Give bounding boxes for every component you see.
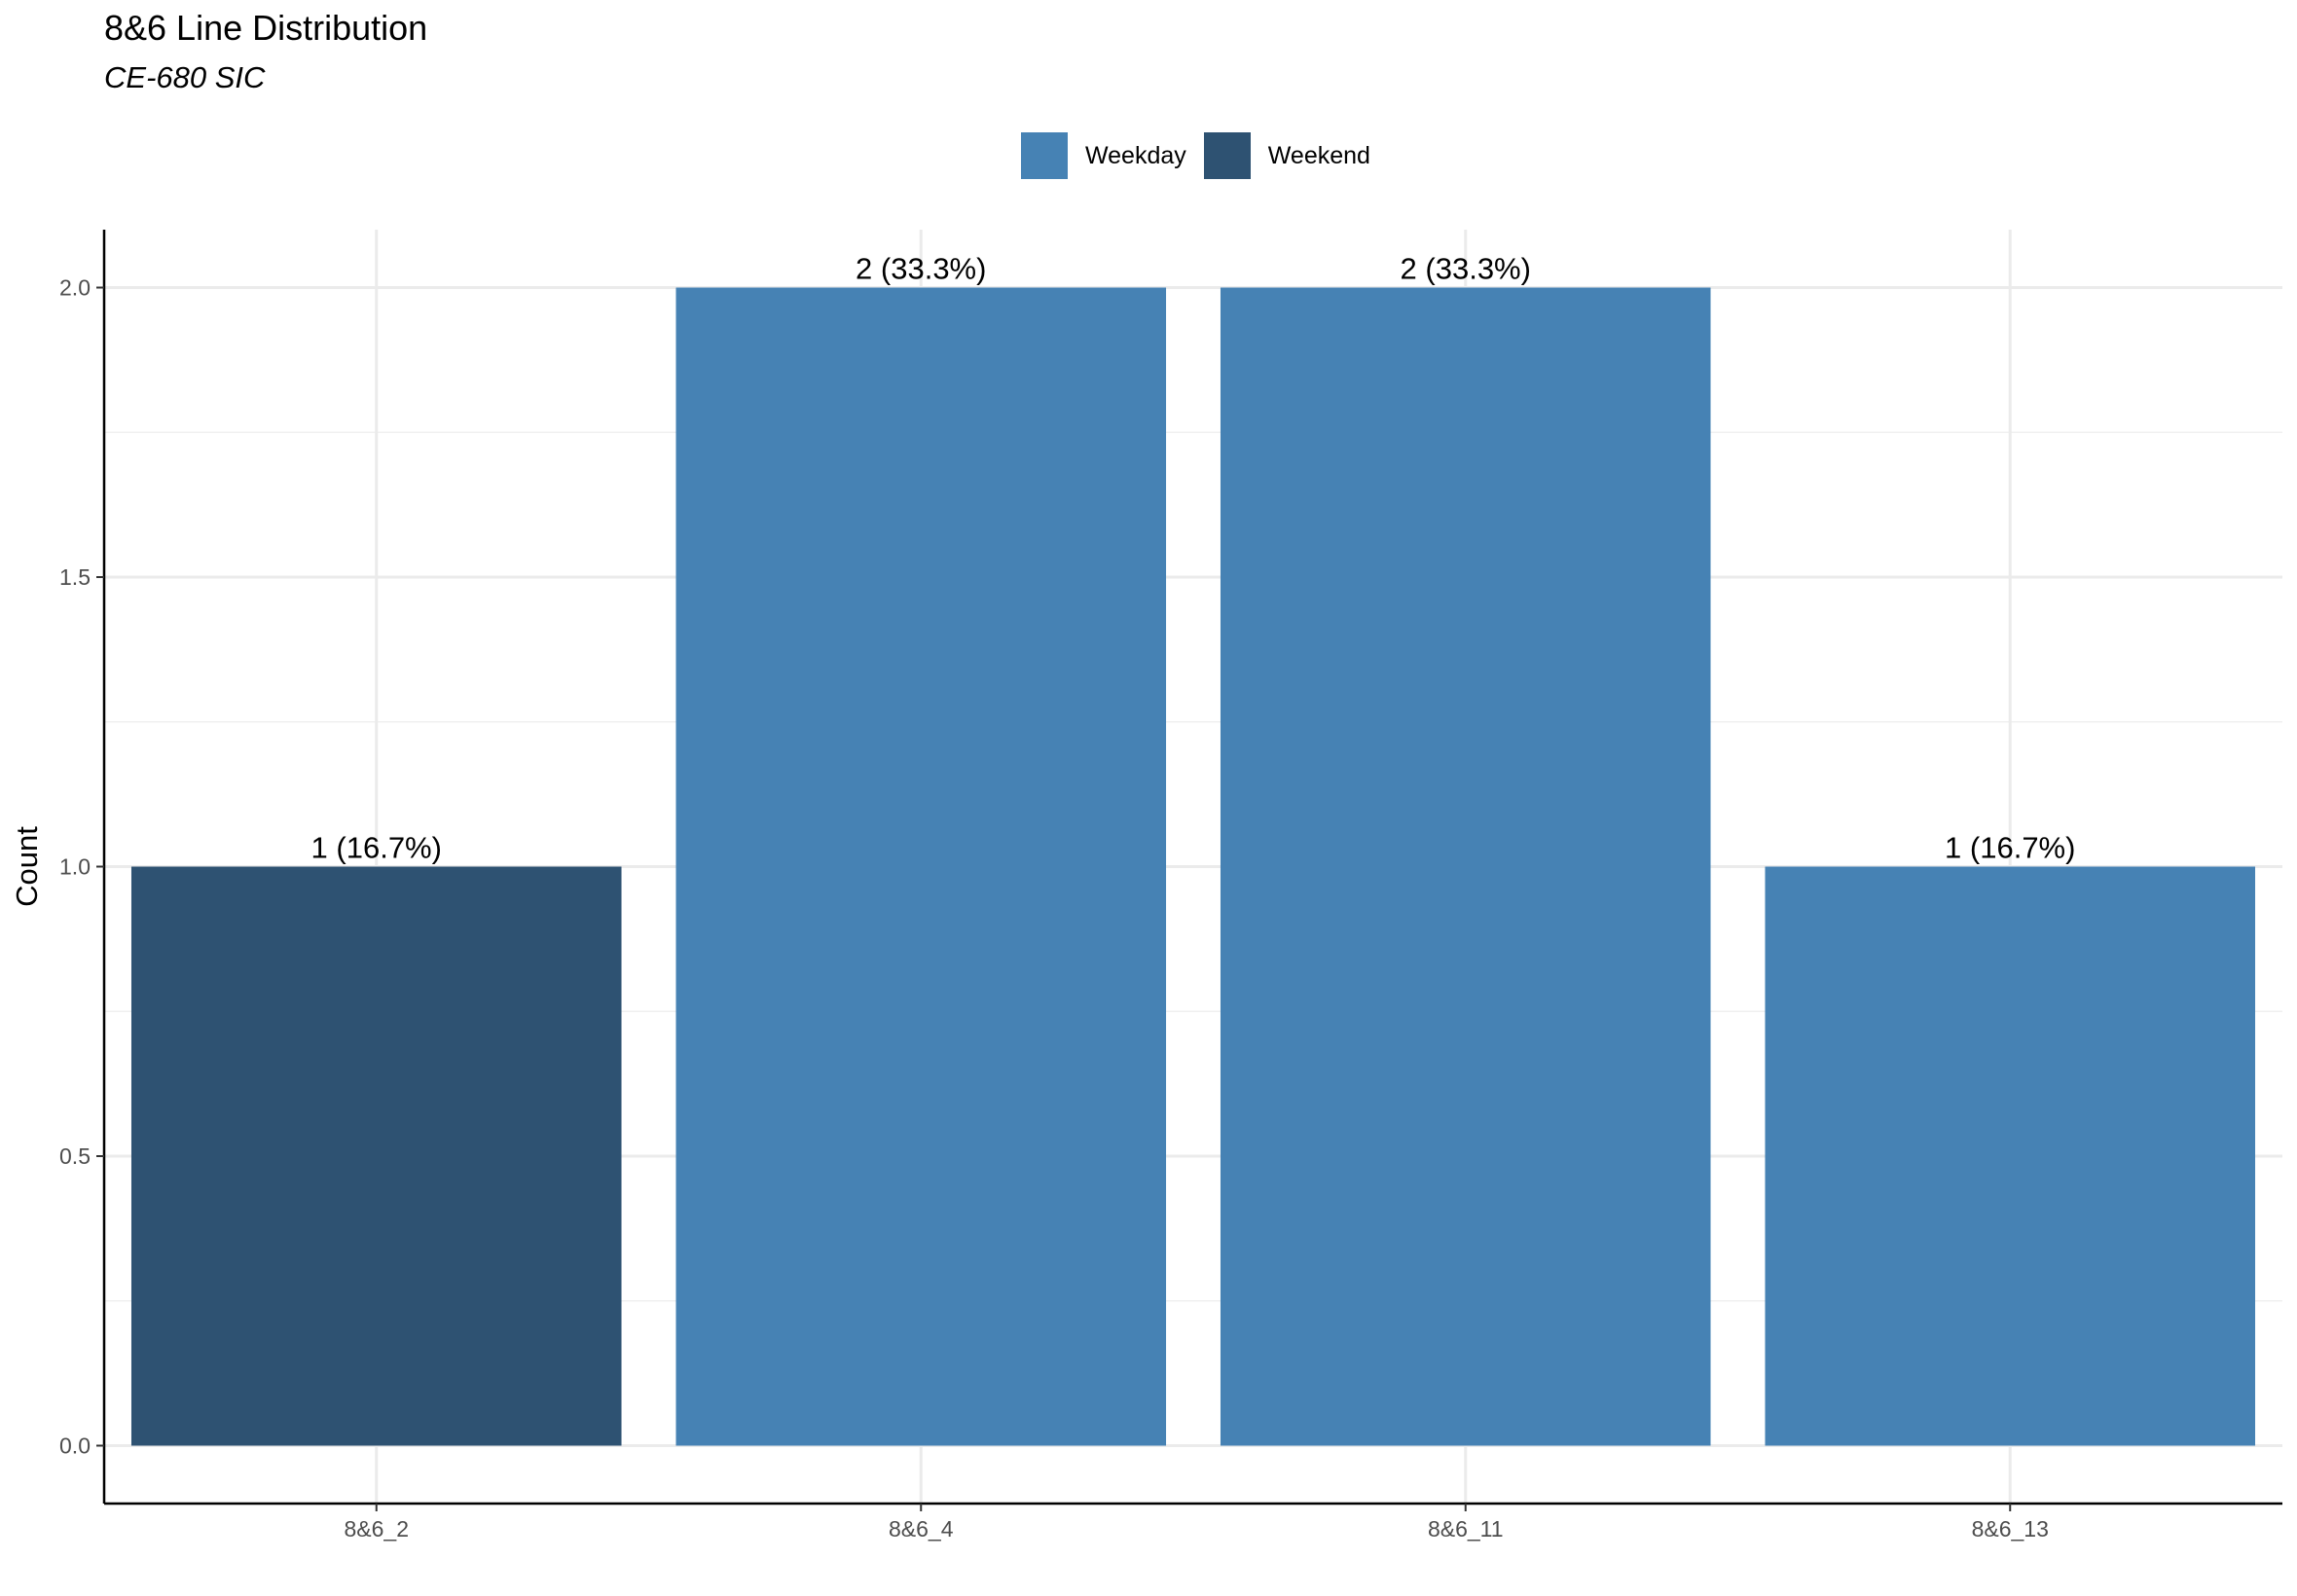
legend-swatch-weekday	[1021, 132, 1068, 179]
data-label: 1 (16.7%)	[311, 831, 442, 865]
bars	[130, 287, 2256, 1446]
y-axis-label: Count	[10, 826, 44, 907]
x-tick-labels: 8&6_2 8&6_4 8&6_11 8&6_13	[344, 1504, 2049, 1542]
bar-8&6_2	[130, 866, 622, 1446]
legend-swatch-weekend	[1203, 132, 1251, 179]
legend-item-weekend: Weekend	[1203, 132, 1370, 179]
y-tick-label: 0.0	[59, 1433, 91, 1459]
y-tick-labels: 0.0 0.5 1.0 1.5 2.0	[59, 275, 104, 1459]
y-tick-label: 1.0	[59, 854, 91, 880]
legend-label-weekend: Weekend	[1267, 141, 1370, 169]
data-label: 1 (16.7%)	[1945, 831, 2075, 865]
y-tick-label: 0.5	[59, 1143, 91, 1169]
legend-label-weekday: Weekday	[1085, 141, 1186, 169]
chart-title: 8&6 Line Distribution	[104, 8, 428, 48]
x-tick-label: 8&6_4	[889, 1516, 954, 1542]
bar-8&6_11	[1220, 287, 1711, 1446]
x-tick-label: 8&6_2	[344, 1516, 409, 1542]
chart-subtitle: CE-680 SIC	[104, 60, 266, 94]
data-label: 2 (33.3%)	[856, 252, 986, 286]
y-tick-label: 1.5	[59, 564, 91, 590]
bar-8&6_4	[675, 287, 1167, 1446]
bar-8&6_13	[1765, 866, 2256, 1446]
data-labels: 1 (16.7%) 2 (33.3%) 2 (33.3%) 1 (16.7%)	[311, 252, 2076, 865]
legend: Weekday Weekend	[1021, 132, 1388, 179]
y-tick-label: 2.0	[59, 275, 91, 301]
x-tick-label: 8&6_13	[1972, 1516, 2049, 1542]
x-tick-label: 8&6_11	[1428, 1516, 1504, 1542]
data-label: 2 (33.3%)	[1401, 252, 1531, 286]
legend-item-weekday: Weekday	[1021, 132, 1186, 179]
